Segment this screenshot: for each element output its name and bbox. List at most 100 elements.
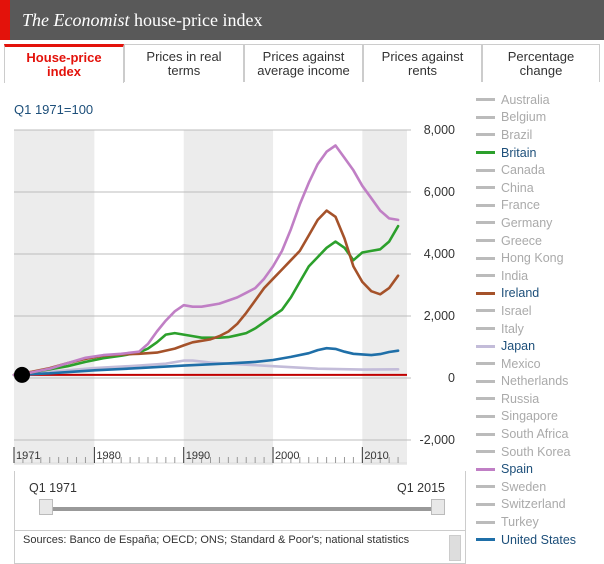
legend-item-greece[interactable]: Greece	[476, 232, 601, 250]
legend-swatch	[476, 327, 495, 331]
sources-text: Sources: Banco de España; OECD; ONS; Sta…	[23, 534, 410, 546]
legend-item-south-africa[interactable]: South Africa	[476, 425, 601, 443]
legend-swatch	[476, 344, 495, 348]
legend-swatch	[476, 221, 495, 225]
legend-swatch	[476, 450, 495, 454]
legend-swatch	[476, 203, 495, 207]
legend-swatch	[476, 274, 495, 278]
legend-swatch	[476, 239, 495, 243]
legend-item-hong-kong[interactable]: Hong Kong	[476, 249, 601, 267]
tab-prices-in-real-terms[interactable]: Prices in real terms	[124, 44, 244, 82]
legend-item-russia[interactable]: Russia	[476, 390, 601, 408]
brand-red-bar	[0, 0, 10, 40]
legend-item-turkey[interactable]: Turkey	[476, 513, 601, 531]
x-tick-label: 2000	[275, 450, 299, 462]
tab-prices-against-rents[interactable]: Prices against rents	[363, 44, 482, 82]
x-tick-label: 1971	[16, 450, 40, 462]
legend-item-canada[interactable]: Canada	[476, 161, 601, 179]
index-base-label: Q1 1971=100	[14, 102, 94, 117]
legend-swatch	[476, 520, 495, 524]
tab-house-price-index[interactable]: House-price index	[4, 44, 124, 83]
legend-item-ireland[interactable]: Ireland	[476, 285, 601, 303]
decade-band	[14, 130, 95, 465]
legend-label: Hong Kong	[501, 251, 564, 266]
legend-swatch	[476, 256, 495, 260]
tab-prices-against-average-income[interactable]: Prices against average income	[244, 44, 363, 82]
legend-item-israel[interactable]: Israel	[476, 302, 601, 320]
tab-percentage-change[interactable]: Percentage change	[482, 44, 600, 82]
slider-track[interactable]	[45, 507, 439, 511]
legend-label: Ireland	[501, 286, 540, 301]
legend-swatch	[476, 502, 495, 506]
legend-swatch	[476, 467, 495, 471]
decade-band	[183, 130, 274, 465]
legend-item-belgium[interactable]: Belgium	[476, 109, 601, 127]
legend-item-brazil[interactable]: Brazil	[476, 126, 601, 144]
x-tick-label: 1990	[186, 450, 210, 462]
slider-start-handle[interactable]	[39, 499, 53, 515]
page-title: The Economist house-price index	[22, 10, 262, 31]
x-axis-ticks	[13, 447, 407, 464]
legend-item-sweden[interactable]: Sweden	[476, 478, 601, 496]
legend-swatch	[476, 115, 495, 119]
title-rest: house-price index	[129, 10, 263, 30]
legend-item-australia[interactable]: Australia	[476, 91, 601, 109]
legend-label: Sweden	[501, 479, 547, 494]
legend-item-mexico[interactable]: Mexico	[476, 355, 601, 373]
y-tick-label: 4,000	[424, 247, 455, 261]
legend-label: South Africa	[501, 427, 569, 442]
legend-item-france[interactable]: France	[476, 197, 601, 215]
legend-item-china[interactable]: China	[476, 179, 601, 197]
legend-item-india[interactable]: India	[476, 267, 601, 285]
legend-swatch	[476, 397, 495, 401]
legend-item-switzerland[interactable]: Switzerland	[476, 496, 601, 514]
start-point-marker	[14, 366, 30, 383]
sources-scrollbar[interactable]	[449, 535, 461, 561]
legend-swatch	[476, 432, 495, 436]
x-tick-label: 1980	[96, 450, 120, 462]
legend-item-united-states[interactable]: United States	[476, 531, 601, 549]
slider-start-label: Q1 1971	[29, 481, 77, 495]
legend-label: Greece	[501, 233, 542, 248]
decade-bands	[14, 130, 407, 465]
legend-label: Switzerland	[501, 497, 566, 512]
legend-label: United States	[501, 532, 577, 547]
sources-note: Sources: Banco de España; OECD; ONS; Sta…	[14, 531, 466, 564]
tab-bar: House-price index Prices in real terms P…	[4, 40, 600, 83]
legend-label: India	[501, 268, 529, 283]
legend-label: South Korea	[501, 444, 571, 459]
series-line-united-states	[12, 346, 400, 377]
legend-label: Mexico	[501, 356, 541, 371]
slider-end-handle[interactable]	[431, 499, 445, 515]
gridlines	[14, 129, 411, 441]
legend-item-netherlands[interactable]: Netherlands	[476, 373, 601, 391]
decade-band	[362, 130, 407, 465]
legend-item-germany[interactable]: Germany	[476, 214, 601, 232]
legend-label: China	[501, 180, 534, 195]
y-tick-label: 2,000	[424, 309, 455, 323]
legend-item-britain[interactable]: Britain	[476, 144, 601, 162]
series-line-spain	[12, 144, 400, 377]
legend-swatch	[476, 98, 495, 102]
x-axis-labels: 1971 1980 1990 2000 2010	[16, 450, 389, 462]
legend-swatch	[476, 485, 495, 489]
legend-item-japan[interactable]: Japan	[476, 337, 601, 355]
legend-swatch	[476, 133, 495, 137]
x-tick-label: 2010	[364, 450, 388, 462]
legend-label: Spain	[501, 462, 533, 477]
legend-label: Netherlands	[501, 374, 569, 389]
legend-label: Brazil	[501, 127, 533, 142]
legend-item-south-korea[interactable]: South Korea	[476, 443, 601, 461]
legend-item-spain[interactable]: Spain	[476, 460, 601, 478]
slider-end-label: Q1 2015	[397, 481, 445, 495]
legend-label: Singapore	[501, 409, 558, 424]
legend-label: Russia	[501, 391, 540, 406]
legend-item-singapore[interactable]: Singapore	[476, 408, 601, 426]
series-line-japan	[12, 359, 400, 377]
title-brand: The Economist	[22, 10, 130, 30]
legend-label: Australia	[501, 92, 550, 107]
legend-swatch	[476, 538, 495, 542]
house-price-chart: -2,000 0 2,000 4,000 6,000 8,000 1971 1980 1990…	[12, 123, 455, 465]
legend-swatch	[476, 414, 495, 418]
legend-item-italy[interactable]: Italy	[476, 320, 601, 338]
